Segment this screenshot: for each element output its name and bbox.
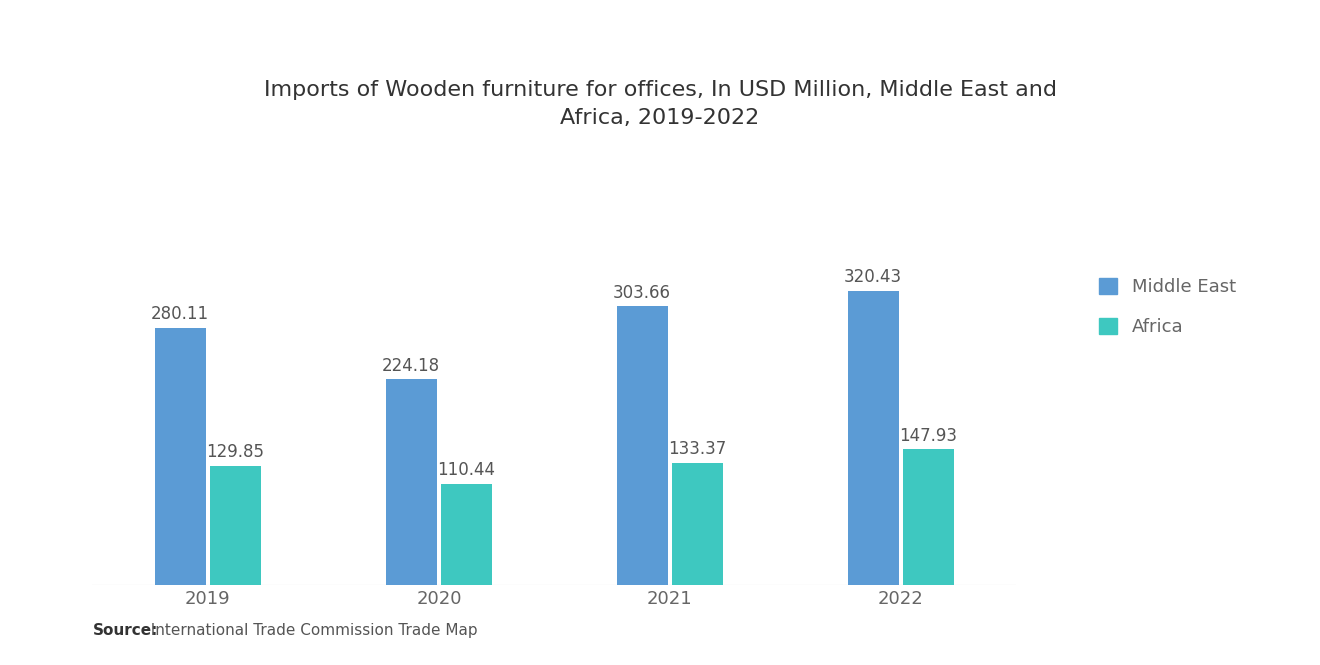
Bar <box>441 483 492 585</box>
Text: 303.66: 303.66 <box>614 284 671 302</box>
Text: 224.18: 224.18 <box>381 356 441 375</box>
Text: 280.11: 280.11 <box>150 305 210 323</box>
Text: 320.43: 320.43 <box>843 269 903 287</box>
Text: 147.93: 147.93 <box>900 427 957 445</box>
Text: Source:: Source: <box>92 623 158 638</box>
Bar <box>847 291 899 585</box>
Text: International Trade Commission Trade Map: International Trade Commission Trade Map <box>141 623 478 638</box>
Legend: Middle East, Africa: Middle East, Africa <box>1100 278 1236 336</box>
Text: Imports of Wooden furniture for offices, In USD Million, Middle East and
Africa,: Imports of Wooden furniture for offices,… <box>264 80 1056 128</box>
Bar <box>616 307 668 585</box>
Bar <box>903 450 954 585</box>
Bar <box>385 379 437 585</box>
Text: 110.44: 110.44 <box>438 462 495 479</box>
Text: 133.37: 133.37 <box>668 440 727 458</box>
Text: 129.85: 129.85 <box>207 444 264 462</box>
Bar <box>672 463 723 585</box>
Bar <box>154 328 206 585</box>
Bar <box>210 466 261 585</box>
